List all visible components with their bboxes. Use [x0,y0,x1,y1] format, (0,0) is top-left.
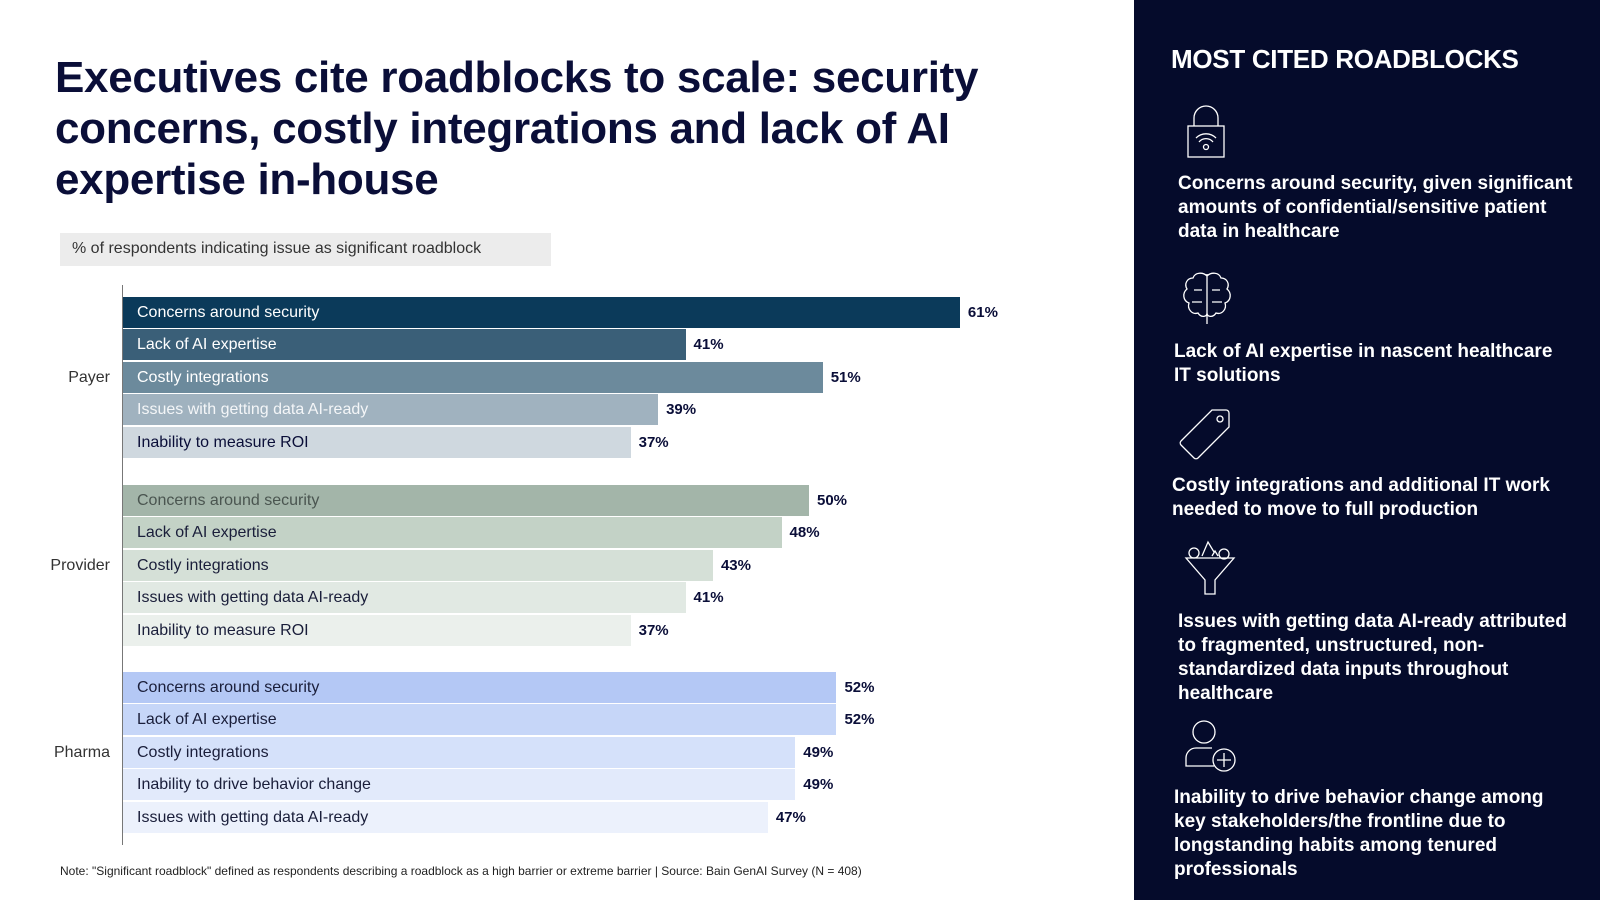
roadblock-text: Costly integrations and additional IT wo… [1172,475,1550,520]
bar: Costly integrations [123,549,713,581]
source-note: Note: "Significant roadblock" defined as… [60,864,862,878]
data-label: 52% [844,711,875,729]
bar: Concerns around security [123,672,837,703]
price-tag-icon [1179,409,1230,460]
y-axis-line [122,285,123,845]
bar: Costly integrations [123,736,796,768]
bar: Lack of AI expertise [123,517,782,549]
roadblock-data: Issues with getting data AI-ready attrib… [1178,538,1578,706]
roadblock-text: Lack of AI expertise in nascent healthca… [1174,341,1553,386]
data-label: 52% [844,679,875,696]
roadblock-integrations: Costly integrations and additional IT wo… [1172,408,1572,522]
roadblock-behavior: Inability to drive behavior change among… [1174,718,1574,882]
panel-heading: MOST CITED ROADBLOCKS [1171,44,1519,74]
funnel-icon [1184,540,1236,595]
roadblocks-panel: MOST CITED ROADBLOCKS Concerns around se… [1134,0,1600,900]
page-title: Executives cite roadblocks to scale: sec… [55,53,979,204]
chart-subtitle: % of respondents indicating issue as sig… [60,233,551,266]
data-label: 37% [638,621,669,639]
data-label: 41% [693,336,724,354]
group-label-pharma: Pharma [53,743,110,761]
brain-icon [1183,272,1231,324]
user-add-icon [1185,720,1236,772]
bar: Concerns around security [123,485,809,516]
group-label-payer: Payer [68,368,110,386]
bar: Inability to measure ROI [123,426,631,458]
bar: Inability to measure ROI [123,614,631,646]
group-label-provider: Provider [50,556,110,574]
roadblock-expertise: Lack of AI expertise in nascent healthca… [1174,268,1574,388]
bar: Issues with getting data AI-ready [123,801,768,833]
bar: Lack of AI expertise [123,704,837,736]
data-label: 43% [720,556,751,574]
bar: Issues with getting data AI-ready [123,394,659,426]
roadblock-text: Inability to drive behavior change among… [1174,787,1544,880]
bar: Costly integrations [123,361,823,393]
data-label: 49% [803,743,834,761]
bar: Lack of AI expertise [123,329,686,361]
data-label: 50% [817,492,848,509]
data-label: 49% [803,776,834,794]
data-label: 39% [666,401,697,419]
data-label: 37% [638,433,669,451]
lock-wifi-icon [1187,105,1225,158]
data-label: 48% [789,524,820,542]
bar: Issues with getting data AI-ready [123,582,686,614]
data-label: 61% [967,304,998,321]
data-label: 47% [775,808,806,826]
roadblock-security: Concerns around security, given signific… [1178,104,1578,244]
data-label: 41% [693,589,724,607]
bar: Inability to drive behavior change [123,769,796,801]
roadblock-text: Concerns around security, given signific… [1178,173,1573,242]
roadblock-text: Issues with getting data AI-ready attrib… [1178,611,1567,704]
bar: Concerns around security [123,297,960,328]
data-label: 51% [830,368,861,386]
